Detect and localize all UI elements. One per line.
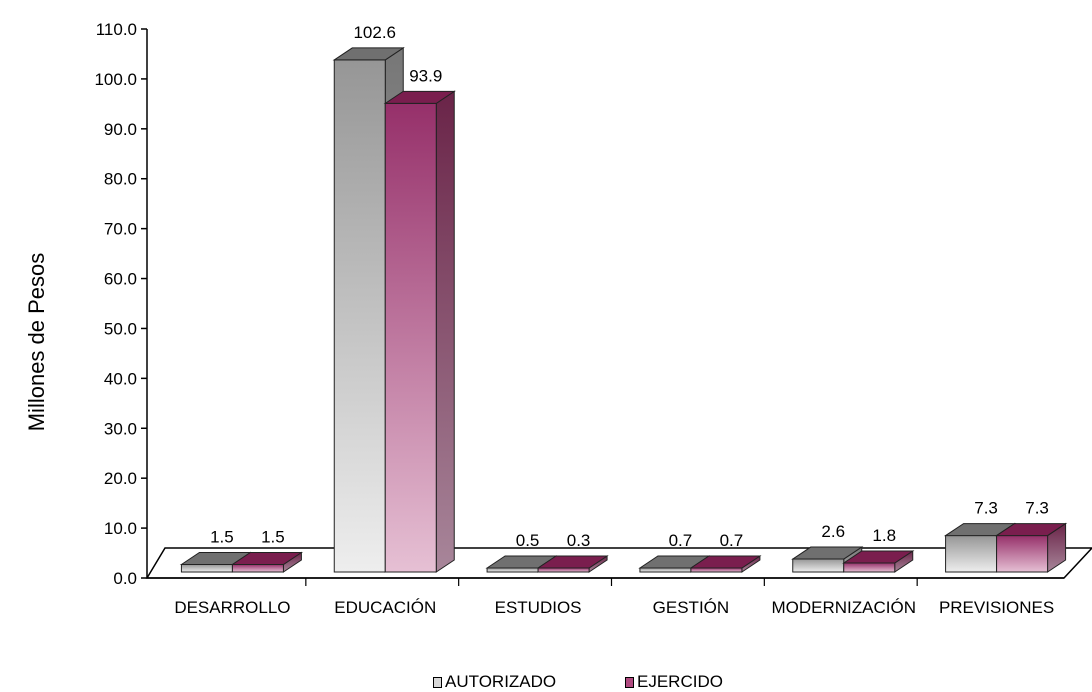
bar-autorizado-0 xyxy=(180,564,233,573)
data-label-ejercido-1: 93.9 xyxy=(409,66,442,85)
legend-item-autorizado: AUTORIZADO xyxy=(433,672,556,692)
data-label-ejercido-0: 1.5 xyxy=(261,528,285,547)
bar-ejercido-4 xyxy=(843,562,896,573)
bar-top-1-2 xyxy=(536,555,609,569)
bar-top-1-0 xyxy=(230,552,304,566)
bar-ejercido-1 xyxy=(384,102,437,573)
bar-autorizado-3 xyxy=(639,567,692,573)
data-label-autorizado-2: 0.5 xyxy=(516,531,540,550)
data-label-autorizado-3: 0.7 xyxy=(669,531,693,550)
y-tick-label: 40.0 xyxy=(104,369,137,388)
x-tick-label: ESTUDIOS xyxy=(495,598,582,617)
labels-layer: 1.5 1.5 DESARROLLO 102.6 93.9 EDUCACIÓN 0.5 0.3… xyxy=(174,23,1054,617)
legend-label-ejercido: EJERCIDO xyxy=(637,672,723,691)
x-tick-label: MODERNIZACIÓN xyxy=(772,598,917,617)
bar-ejercido-0 xyxy=(231,564,284,573)
y-tick-label: 100.0 xyxy=(94,70,137,89)
bar-autorizado-5 xyxy=(945,535,998,573)
bar-side-1-1 xyxy=(435,90,455,573)
bar-top-1-3 xyxy=(689,555,762,569)
bar-autorizado-4 xyxy=(792,558,845,573)
x-tick-label: DESARROLLO xyxy=(174,598,290,617)
data-label-autorizado-1: 102.6 xyxy=(353,23,396,42)
y-tick-label: 60.0 xyxy=(104,270,137,289)
y-tick-label: 20.0 xyxy=(104,469,137,488)
legend-swatch-autorizado xyxy=(433,676,442,688)
bar-top-1-4 xyxy=(842,550,915,564)
y-tick-label: 30.0 xyxy=(104,419,137,438)
bar-ejercido-5 xyxy=(996,535,1049,573)
data-label-ejercido-2: 0.3 xyxy=(567,531,591,550)
bar-ejercido-2 xyxy=(537,567,590,573)
x-tick-label: PREVISIONES xyxy=(939,598,1054,617)
data-label-autorizado-4: 2.6 xyxy=(821,522,845,541)
axes-layer: 0.0 10.0 20.0 30.0 40.0 50.0 60.0 70.0 80.0 90.0 1… xyxy=(94,20,1092,588)
data-label-autorizado-5: 7.3 xyxy=(974,499,998,518)
y-tick-label: 70.0 xyxy=(104,220,137,239)
y-tick-label: 80.0 xyxy=(104,170,137,189)
y-tick-label: 90.0 xyxy=(104,120,137,139)
y-tick-label: 110.0 xyxy=(96,20,137,39)
y-tick-label: 10.0 xyxy=(104,519,137,538)
legend-swatch-ejercido xyxy=(625,676,634,688)
y-axis-title: Millones de Pesos xyxy=(24,253,49,432)
legend-label-autorizado: AUTORIZADO xyxy=(445,672,557,691)
bar-autorizado-2 xyxy=(486,567,539,573)
data-label-autorizado-0: 1.5 xyxy=(210,528,234,547)
legend: AUTORIZADO EJERCIDO xyxy=(0,672,1092,692)
bar-top-1-5 xyxy=(994,523,1068,537)
data-label-ejercido-5: 7.3 xyxy=(1025,499,1049,518)
bars-layer xyxy=(179,46,1068,573)
data-label-ejercido-4: 1.8 xyxy=(872,526,896,545)
x-tick-label: GESTIÓN xyxy=(653,598,730,617)
bar-top-1-1 xyxy=(383,90,456,104)
bar-top-0-1 xyxy=(332,47,405,61)
legend-item-ejercido: EJERCIDO xyxy=(625,672,723,692)
bar-autorizado-1 xyxy=(333,59,386,573)
bar-ejercido-3 xyxy=(690,567,743,573)
y-tick-label: 50.0 xyxy=(104,319,137,338)
y-tick-label: 0.0 xyxy=(113,569,137,588)
x-tick-label: EDUCACIÓN xyxy=(334,598,436,617)
data-label-ejercido-3: 0.7 xyxy=(720,531,744,550)
bar-top-0-4 xyxy=(791,546,864,560)
